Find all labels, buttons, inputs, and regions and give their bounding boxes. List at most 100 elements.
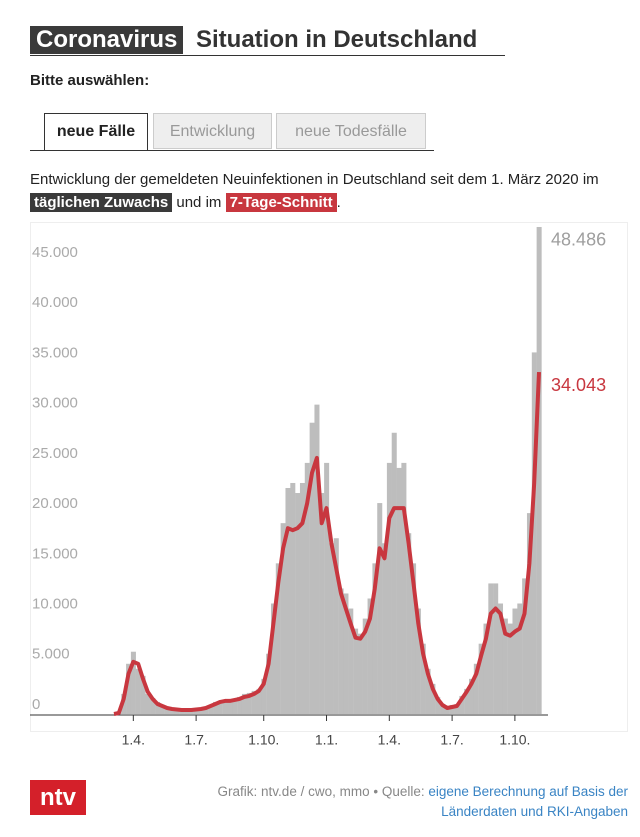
bar xyxy=(362,618,368,714)
bar xyxy=(251,690,257,714)
bar xyxy=(140,675,146,714)
bar xyxy=(382,543,388,714)
title-rule xyxy=(30,55,505,56)
bar xyxy=(430,683,436,714)
y-tick-label: 40.000 xyxy=(32,294,78,311)
description: Entwicklung der gemeldeten Neuinfektione… xyxy=(30,168,620,214)
source-link[interactable]: eigene Berechnung auf Basis der xyxy=(428,784,628,799)
bar xyxy=(478,643,484,714)
bar xyxy=(256,688,262,714)
bar xyxy=(449,704,455,714)
chart-frame xyxy=(30,222,628,732)
bar xyxy=(314,404,320,714)
bar xyxy=(164,706,170,714)
bar xyxy=(454,703,460,714)
bar xyxy=(319,493,325,714)
footer: Grafik: ntv.de / cwo, mmo • Quelle: eige… xyxy=(218,782,628,822)
bar xyxy=(159,704,165,714)
bar xyxy=(497,603,504,714)
bar xyxy=(507,623,513,714)
bar xyxy=(261,678,267,714)
bar xyxy=(444,706,450,714)
chart: 0 5.000 10.000 15.000 20.000 25.000 30.000 35.0… xyxy=(30,226,606,748)
bar xyxy=(217,700,223,714)
x-tick-label: 1.10. xyxy=(248,732,279,748)
x-tick-label: 1.7. xyxy=(440,732,463,748)
bar xyxy=(295,493,301,714)
bar xyxy=(526,513,532,714)
bar xyxy=(270,603,277,714)
bar xyxy=(169,708,175,714)
bar xyxy=(232,698,238,714)
bar xyxy=(304,462,310,714)
tab-rule xyxy=(30,150,434,151)
bar xyxy=(328,543,334,714)
y-tick-label: 20.000 xyxy=(32,495,78,512)
bar xyxy=(343,593,349,714)
x-tick-label: 1.7. xyxy=(184,732,207,748)
bar xyxy=(386,462,392,714)
bar xyxy=(391,432,397,714)
bar xyxy=(483,623,489,714)
bar xyxy=(309,422,315,714)
prompt: Bitte auswählen: xyxy=(30,72,150,89)
bar xyxy=(420,643,426,714)
x-tick-label: 1.10. xyxy=(499,732,530,748)
bar xyxy=(353,628,359,714)
bar xyxy=(198,708,204,714)
y-tick-label: 15.000 xyxy=(32,545,78,562)
description-text: . xyxy=(336,194,341,211)
y-tick-label: 10.000 xyxy=(32,596,78,613)
bar xyxy=(425,668,431,714)
bar xyxy=(246,692,252,714)
value-label: 34.043 xyxy=(551,375,606,395)
bar xyxy=(372,563,378,714)
title-box: Coronavirus xyxy=(30,26,184,54)
bar xyxy=(473,663,479,714)
tab[interactable]: neue Todesfälle xyxy=(276,113,426,149)
bar xyxy=(401,462,407,714)
bar xyxy=(333,538,339,714)
bar xyxy=(357,633,363,714)
bar xyxy=(130,651,136,714)
description-text: und im xyxy=(176,194,222,211)
legend-series-0: täglichen Zuwachs xyxy=(30,193,173,212)
bar xyxy=(203,706,209,714)
title: Situation in Deutschland xyxy=(196,26,478,53)
bar xyxy=(213,701,219,714)
y-tick-label: 25.000 xyxy=(32,445,78,462)
bar xyxy=(150,697,156,714)
tab[interactable]: Entwicklung xyxy=(153,113,272,149)
bar xyxy=(512,608,518,714)
bar xyxy=(188,710,194,714)
legend-series-1: 7-Tage-Schnitt xyxy=(225,193,337,212)
bar xyxy=(367,598,373,714)
tab-active[interactable]: neue Fälle xyxy=(44,113,148,151)
bar xyxy=(338,588,344,714)
credit: Grafik: ntv.de / cwo, mmo • Quelle: xyxy=(217,784,425,799)
bar xyxy=(227,699,233,714)
bar xyxy=(280,523,286,714)
y-tick-label: 0 xyxy=(32,696,40,713)
bar xyxy=(396,467,402,714)
source-link[interactable]: Länderdaten und RKI-Angaben xyxy=(441,804,628,819)
description-text: Entwicklung der gemeldeten Neuinfektione… xyxy=(30,171,599,188)
bar xyxy=(208,704,214,714)
bar xyxy=(411,563,417,714)
bar xyxy=(459,695,465,714)
bar xyxy=(266,653,272,714)
bar xyxy=(285,488,291,714)
y-tick-label: 5.000 xyxy=(32,646,70,663)
y-tick-label: 45.000 xyxy=(32,244,78,261)
x-tick-label: 1.4. xyxy=(378,732,401,748)
y-tick-label: 30.000 xyxy=(32,395,78,412)
bar xyxy=(464,688,470,714)
bar xyxy=(241,693,248,714)
bar xyxy=(222,699,228,714)
y-tick-label: 35.000 xyxy=(32,344,78,361)
average-line xyxy=(113,372,541,716)
bar xyxy=(237,696,243,714)
bar xyxy=(517,603,523,714)
bar xyxy=(135,668,141,714)
